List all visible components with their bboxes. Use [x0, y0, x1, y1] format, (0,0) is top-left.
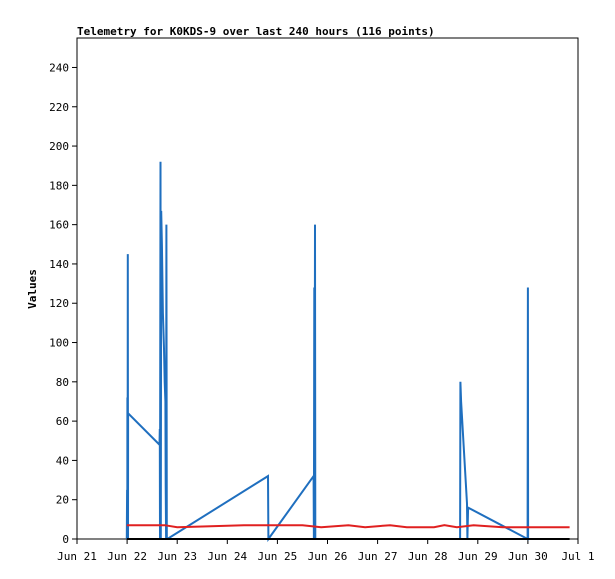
x-tick-label: Jun 26	[308, 550, 348, 563]
y-tick-label: 60	[56, 415, 69, 428]
x-axis: Jun 21 Jun 22 Jun 23 Jun 24 Jun 25 Jun 26 Jun …	[57, 539, 595, 563]
x-tick-label: Jun 27	[358, 550, 398, 563]
y-tick-label: 0	[62, 533, 69, 546]
y-tick-label: 100	[49, 337, 69, 350]
y-tick-label: 20	[56, 494, 69, 507]
series-layer	[125, 161, 570, 543]
y-tick-label: 120	[49, 297, 69, 310]
series-line-2	[126, 524, 570, 529]
y-tick-label: 220	[49, 101, 69, 114]
y-axis: 0 20 40 60 80 100 120 140 160 180 200 220 240	[49, 61, 77, 546]
y-axis-label: Values	[26, 269, 39, 309]
x-tick-label: Jun 28	[408, 550, 448, 563]
y-tick-label: 200	[49, 140, 69, 153]
y-tick-label: 80	[56, 376, 69, 389]
series-line-1	[125, 161, 530, 543]
x-tick-label: Jul 1	[561, 550, 594, 563]
y-tick-label: 140	[49, 258, 69, 271]
x-tick-label: Jun 30	[508, 550, 548, 563]
y-tick-label: 240	[49, 61, 69, 74]
x-tick-label: Jun 25	[258, 550, 298, 563]
x-tick-label: Jun 29	[458, 550, 498, 563]
plot-frame	[76, 37, 579, 540]
x-tick-label: Jun 21	[57, 550, 97, 563]
y-tick-label: 160	[49, 219, 69, 232]
x-tick-label: Jun 23	[157, 550, 197, 563]
y-tick-label: 180	[49, 179, 69, 192]
chart-title: Telemetry for K0KDS-9 over last 240 hour…	[77, 25, 435, 38]
x-tick-label: Jun 22	[107, 550, 147, 563]
x-tick-label: Jun 24	[207, 550, 247, 563]
y-tick-label: 40	[56, 454, 69, 467]
